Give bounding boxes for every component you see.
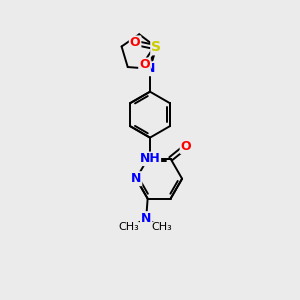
- Text: CH₃: CH₃: [119, 223, 140, 232]
- Text: NH: NH: [140, 152, 160, 165]
- Text: O: O: [139, 58, 150, 71]
- Text: CH₃: CH₃: [151, 223, 172, 232]
- Text: O: O: [181, 140, 191, 153]
- Text: N: N: [141, 212, 152, 225]
- Text: O: O: [130, 36, 140, 50]
- Text: S: S: [151, 40, 161, 54]
- Text: N: N: [131, 172, 141, 185]
- Text: N: N: [145, 62, 155, 75]
